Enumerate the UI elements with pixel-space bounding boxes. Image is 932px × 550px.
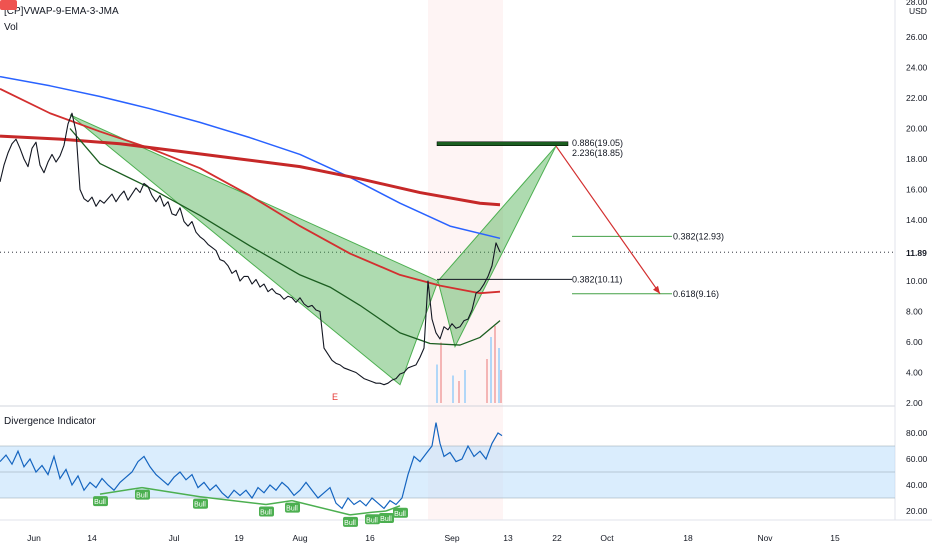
long-ma-line — [0, 134, 501, 207]
last-price-tag — [896, 245, 932, 260]
ema-line — [0, 88, 501, 295]
bull-divergence-line — [349, 511, 373, 516]
price-tick-label: 14.00 — [906, 215, 928, 225]
vwap-line — [0, 75, 501, 240]
bull-marker — [393, 507, 408, 518]
oscillator-pane[interactable]: Divergence Indicator BullBullBullBullBul… — [0, 0, 895, 527]
volume-bar — [494, 326, 496, 403]
time-tick-label: 19 — [234, 533, 244, 543]
price-tick-label: 24.00 — [906, 63, 928, 73]
time-tick-label: Oct — [600, 533, 614, 543]
volume-label: Vol — [4, 22, 18, 33]
jma-line — [69, 128, 501, 346]
time-tick-label: 18 — [683, 533, 693, 543]
price-tick-label: 16.00 — [906, 185, 928, 195]
fib-level-label: 0.618(9.16) — [673, 289, 719, 299]
bull-divergence-line — [291, 499, 351, 516]
bull-marker-label: Bull — [380, 516, 392, 523]
bull-marker — [285, 502, 300, 513]
bull-marker-label: Bull — [286, 506, 298, 513]
bull-marker — [193, 498, 208, 509]
target-arrow-icon — [653, 285, 660, 294]
bull-marker — [93, 496, 108, 507]
bull-marker-label: Bull — [260, 510, 272, 517]
oscillator-title: Divergence Indicator — [4, 416, 96, 427]
earnings-marker-icon[interactable]: E — [332, 392, 338, 402]
time-tick-label: Jun — [27, 533, 41, 543]
bull-marker — [343, 516, 358, 527]
volume-bar — [490, 337, 492, 403]
osc-tick-label: 40.00 — [906, 480, 928, 490]
bear-marker — [0, 0, 17, 10]
time-tick-label: 22 — [552, 533, 562, 543]
bull-marker-label: Bull — [394, 511, 406, 518]
price-tick-label: 10.00 — [906, 276, 928, 286]
price-tick-label: 4.00 — [906, 368, 923, 378]
volume-bar — [436, 364, 438, 403]
target-arrow-line — [555, 145, 661, 295]
volume-bar — [440, 342, 442, 403]
time-tick-label: 14 — [87, 533, 97, 543]
time-tick-label: Nov — [757, 533, 773, 543]
price-tick-label: 22.00 — [906, 93, 928, 103]
price-tick-label: 28.00 — [906, 0, 928, 7]
time-tick-label: Aug — [292, 533, 307, 543]
volume-bar — [464, 370, 466, 403]
symbol-title: [CP]VWAP-9-EMA-3-JMA — [4, 6, 119, 17]
price-tick-label: 18.00 — [906, 154, 928, 164]
fib-level-label: 0.886(19.05) — [572, 138, 623, 148]
bull-marker — [259, 506, 274, 517]
bull-marker — [135, 489, 150, 500]
volume-bar — [500, 370, 502, 403]
bull-marker — [365, 514, 380, 525]
time-tick-label: Sep — [444, 533, 459, 543]
bull-marker-label: Bull — [194, 502, 206, 509]
price-line — [0, 112, 501, 386]
bull-marker-label: Bull — [366, 517, 378, 524]
bull-divergence-line — [99, 486, 143, 495]
bull-divergence-line — [199, 495, 267, 506]
osc-tick-label: 60.00 — [906, 454, 928, 464]
bull-divergence-line — [141, 486, 201, 498]
prz-bar — [436, 141, 569, 146]
osc-tick-label: 80.00 — [906, 428, 928, 438]
price-pane[interactable]: 0.886(19.05)2.236(18.85) 0.382(12.93) 0.38… — [0, 75, 895, 403]
fib-level-label: 0.382(10.11) — [572, 274, 622, 284]
bull-divergence-line — [385, 505, 401, 512]
price-tick-label: 20.00 — [906, 124, 928, 134]
divergence-line — [0, 422, 503, 510]
bull-marker-label: Bull — [344, 520, 356, 527]
currency-label: USD — [909, 6, 927, 16]
time-tick-label: Jul — [169, 533, 180, 543]
price-tick-label: 8.00 — [906, 307, 923, 317]
bull-marker — [379, 513, 394, 523]
bull-divergence-line — [265, 499, 293, 506]
volume-bar — [486, 359, 488, 403]
osc-tick-label: 20.00 — [906, 506, 928, 516]
volume-bar — [498, 348, 500, 403]
fib-level-label: 0.382(12.93) — [673, 231, 724, 241]
price-tick-label: 2.00 — [906, 398, 923, 408]
last-price-label: 11.89 — [906, 248, 927, 258]
bull-divergence-line — [371, 510, 387, 514]
time-tick-label: 13 — [503, 533, 513, 543]
axes: 26.0024.0022.0020.0018.0016.0014.0012.00… — [27, 0, 932, 543]
bull-marker-label: Bull — [94, 499, 106, 506]
bear-marker-label: Bear — [0, 0, 8, 2]
bull-marker-label: Bull — [136, 493, 148, 500]
volume-bar — [452, 375, 454, 403]
session-highlight — [428, 0, 503, 520]
volume-bar — [458, 381, 460, 403]
time-tick-label: 16 — [365, 533, 375, 543]
price-tick-label: 26.00 — [906, 32, 928, 42]
price-tick-label: 6.00 — [906, 337, 923, 347]
time-tick-label: 15 — [830, 533, 840, 543]
fib-level-label: 2.236(18.85) — [572, 148, 623, 158]
